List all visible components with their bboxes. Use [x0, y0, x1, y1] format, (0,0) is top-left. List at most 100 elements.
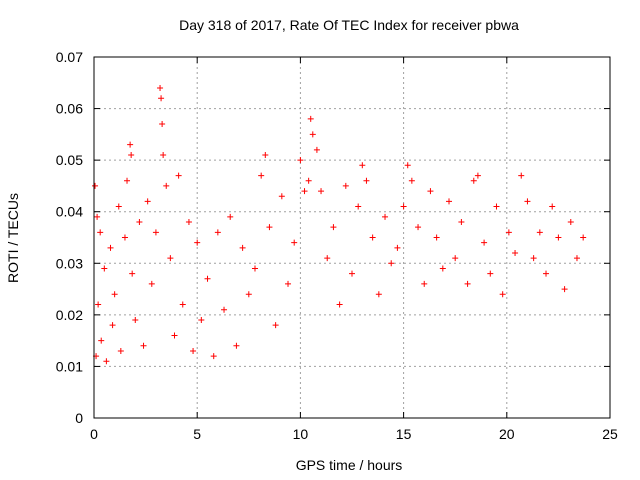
data-point [530, 255, 537, 262]
data-point [272, 322, 279, 329]
y-tick-label: 0.01 [56, 358, 83, 374]
data-point [160, 151, 167, 158]
data-point [433, 234, 440, 241]
data-point [536, 229, 543, 236]
data-point [144, 198, 151, 205]
data-point [179, 301, 186, 308]
data-point [185, 219, 192, 226]
data-point [524, 198, 531, 205]
data-point [128, 151, 135, 158]
data-point [92, 182, 99, 189]
x-tick-label: 10 [293, 426, 309, 442]
data-point [221, 306, 228, 313]
data-point [297, 157, 304, 164]
data-point [512, 249, 519, 256]
data-point [305, 177, 312, 184]
y-tick-label: 0 [75, 410, 83, 426]
data-point [415, 224, 422, 231]
data-point [258, 172, 265, 179]
data-point [363, 177, 370, 184]
data-point [121, 234, 128, 241]
data-point [285, 280, 292, 287]
data-point [481, 239, 488, 246]
data-point [190, 347, 197, 354]
data-point [127, 141, 134, 148]
data-point [103, 358, 110, 365]
data-point [307, 115, 314, 122]
y-axis-label: ROTI / TECUs [5, 193, 21, 283]
y-tick-label: 0.02 [56, 307, 83, 323]
data-point [439, 265, 446, 272]
data-point [171, 332, 178, 339]
x-tick-label: 20 [499, 426, 515, 442]
data-point [152, 229, 159, 236]
data-point [375, 291, 382, 298]
data-point [567, 219, 574, 226]
data-point [400, 203, 407, 210]
y-tick-label: 0.03 [56, 255, 83, 271]
data-point [330, 224, 337, 231]
plot-frame [93, 56, 611, 419]
y-tick-label: 0.05 [56, 152, 83, 168]
data-point [157, 84, 164, 91]
data-point [336, 301, 343, 308]
data-point [101, 265, 108, 272]
data-point [561, 286, 568, 293]
x-tick-label: 25 [602, 426, 618, 442]
data-point [194, 239, 201, 246]
y-tick-label: 0.06 [56, 101, 83, 117]
axis-ticks: 0 5 10 15 20 25 0 0.01 0.02 0.03 0.04 0.05 0.06 0.07 [56, 49, 618, 442]
data-point [214, 229, 221, 236]
data-point [505, 229, 512, 236]
data-point [227, 213, 234, 220]
data-point [394, 244, 401, 251]
data-point [369, 234, 376, 241]
data-point [94, 213, 101, 220]
data-point [543, 270, 550, 277]
data-point [470, 177, 477, 184]
x-axis-label: GPS time / hours [296, 457, 403, 473]
data-point [140, 342, 147, 349]
data-point [159, 121, 166, 128]
data-point [210, 353, 217, 360]
x-tick-label: 15 [396, 426, 412, 442]
data-point [233, 342, 240, 349]
data-point [109, 322, 116, 329]
data-point [163, 182, 170, 189]
data-point [115, 203, 122, 210]
data-point [198, 317, 205, 324]
data-point [251, 265, 258, 272]
data-point [408, 177, 415, 184]
data-point [580, 234, 587, 241]
data-point [97, 229, 104, 236]
data-point [107, 244, 114, 251]
data-point [493, 203, 500, 210]
data-point [446, 198, 453, 205]
data-point [458, 219, 465, 226]
data-point [278, 193, 285, 200]
data-point [148, 280, 155, 287]
data-point [427, 188, 434, 195]
data-point [474, 172, 481, 179]
data-point [167, 255, 174, 262]
data-point [132, 317, 139, 324]
data-point [464, 280, 471, 287]
data-point [204, 275, 211, 282]
data-point [388, 260, 395, 267]
data-point [117, 347, 124, 354]
data-point [313, 146, 320, 153]
data-point [452, 255, 459, 262]
data-point [359, 162, 366, 169]
data-point [239, 244, 246, 251]
data-point [349, 270, 355, 277]
data-point [487, 270, 494, 277]
chart-title: Day 318 of 2017, Rate Of TEC Index for r… [179, 17, 519, 33]
data-point [318, 188, 325, 195]
data-point [342, 182, 349, 189]
data-point [175, 172, 182, 179]
data-point [382, 213, 389, 220]
data-point [421, 280, 428, 287]
data-point [309, 131, 316, 138]
data-point [324, 255, 331, 262]
data-point [573, 255, 580, 262]
